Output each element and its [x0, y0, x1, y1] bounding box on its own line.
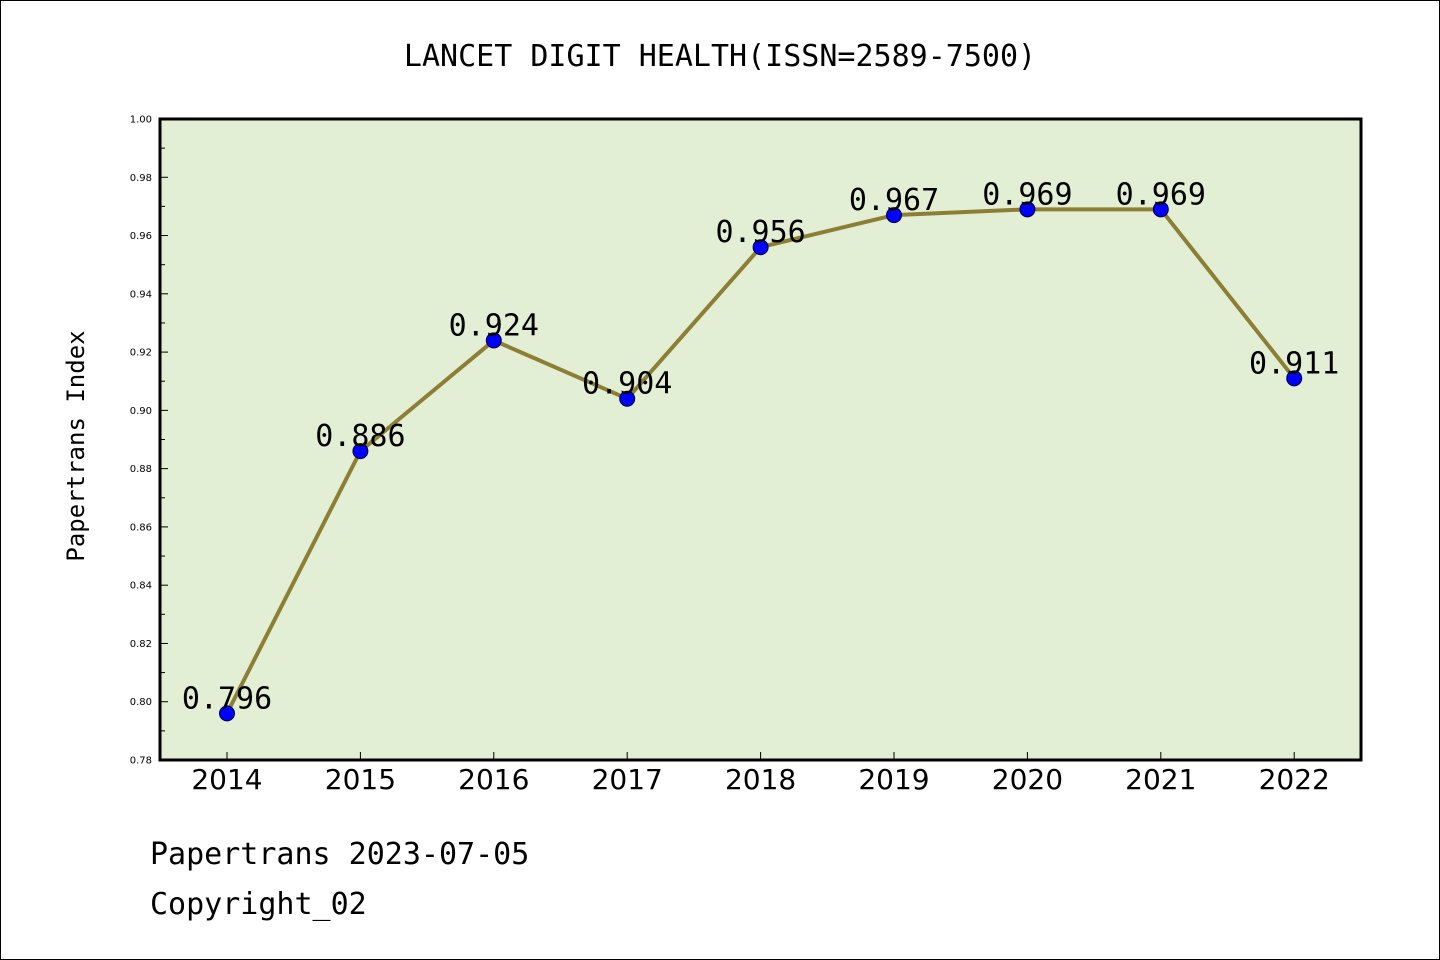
y-tick-label: 0.98	[130, 173, 152, 184]
x-axis: 2014 2015 2016 2017 2018 2019 2020 2021 2022	[191, 752, 1330, 796]
y-axis: 0.78 0.80 0.82 0.84 0.86 0.88 0.90 0.92 0.94 0.96…	[130, 115, 168, 767]
y-tick-label: 0.86	[130, 522, 152, 533]
y-tick-label: 0.96	[130, 231, 152, 242]
x-tick-label: 2017	[592, 763, 663, 796]
x-tick-label: 2022	[1259, 763, 1330, 796]
data-point	[1286, 370, 1303, 387]
x-tick-label: 2020	[992, 763, 1063, 796]
y-axis-label: Papertrans Index	[62, 330, 90, 561]
y-tick-label: 1.00	[130, 115, 152, 126]
data-point	[886, 207, 902, 224]
data-label: 0.904	[582, 367, 672, 402]
data-label: 0.924	[449, 308, 539, 343]
chart-title: LANCET DIGIT HEALTH(ISSN=2589-7500)	[404, 39, 1036, 74]
data-label: 0.911	[1249, 346, 1339, 381]
data-label: 0.967	[849, 183, 939, 218]
data-point	[485, 332, 502, 349]
data-point	[352, 443, 369, 460]
x-tick-label: 2014	[191, 763, 262, 796]
data-point	[1152, 201, 1169, 218]
y-tick-label: 0.92	[130, 348, 152, 359]
footer-date: Papertrans 2023-07-05	[150, 837, 529, 872]
x-tick-label: 2015	[325, 763, 396, 796]
x-tick-label: 2016	[458, 763, 529, 796]
data-label: 0.886	[315, 419, 405, 454]
x-tick-label: 2018	[725, 763, 796, 796]
x-tick-label: 2021	[1125, 763, 1196, 796]
data-label: 0.956	[715, 215, 805, 250]
y-tick-label: 0.78	[130, 756, 152, 767]
data-point	[219, 705, 235, 722]
y-tick-label: 0.84	[130, 581, 152, 592]
series-group	[219, 201, 1303, 722]
data-point	[1019, 201, 1036, 218]
footer-copyright: Copyright_02	[150, 887, 367, 922]
plot-area	[158, 117, 1363, 762]
y-tick-label: 0.90	[130, 406, 152, 417]
data-point	[752, 239, 769, 256]
x-tick-label: 2019	[858, 763, 929, 796]
y-tick-label: 0.88	[130, 464, 152, 475]
data-point	[619, 390, 636, 407]
data-labels-group: 0.796 0.886 0.924 0.904 0.956 0.967 0.969 0.969…	[182, 177, 1340, 716]
data-label: 0.796	[182, 681, 272, 716]
y-tick-label: 0.94	[130, 289, 152, 300]
y-tick-label: 0.82	[130, 639, 152, 650]
y-tick-label: 0.80	[130, 697, 152, 708]
data-label: 0.969	[982, 177, 1072, 212]
data-label: 0.969	[1116, 177, 1206, 212]
